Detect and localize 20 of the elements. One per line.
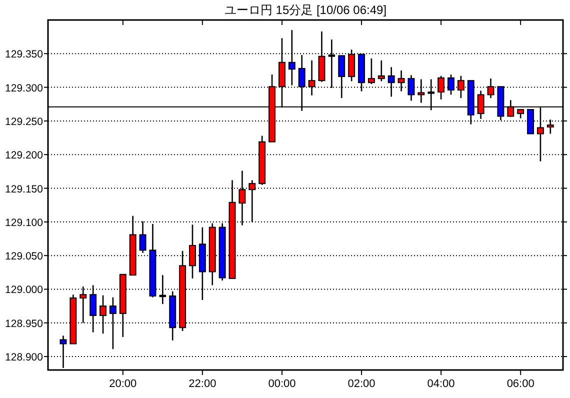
y-tick-label: 129.300 — [5, 82, 44, 94]
y-tick-label: 129.350 — [5, 48, 44, 61]
x-tick-label: 00:00 — [268, 378, 296, 390]
y-tick-label: 129.200 — [5, 150, 44, 162]
x-tick-label: 20:00 — [109, 378, 137, 390]
y-tick-label: 129.250 — [5, 116, 44, 128]
chart-title: ユーロ円 15分足 [10/06 06:49] — [224, 3, 387, 17]
y-tick-label: 129.150 — [5, 183, 44, 196]
x-tick-label: 22:00 — [188, 378, 216, 390]
candlestick — [189, 224, 196, 280]
x-tick-label: 06:00 — [506, 378, 534, 390]
y-tick-label: 129.050 — [5, 250, 44, 263]
y-tick-label: 128.900 — [5, 352, 44, 364]
y-tick-label: 129.100 — [5, 216, 44, 229]
x-tick-label: 04:00 — [427, 378, 455, 390]
candlestick — [368, 58, 375, 85]
y-tick-label: 128.950 — [5, 318, 44, 330]
candlestick — [378, 60, 385, 82]
x-tick-label: 02:00 — [348, 378, 376, 390]
y-tick-label: 129.000 — [5, 284, 44, 296]
